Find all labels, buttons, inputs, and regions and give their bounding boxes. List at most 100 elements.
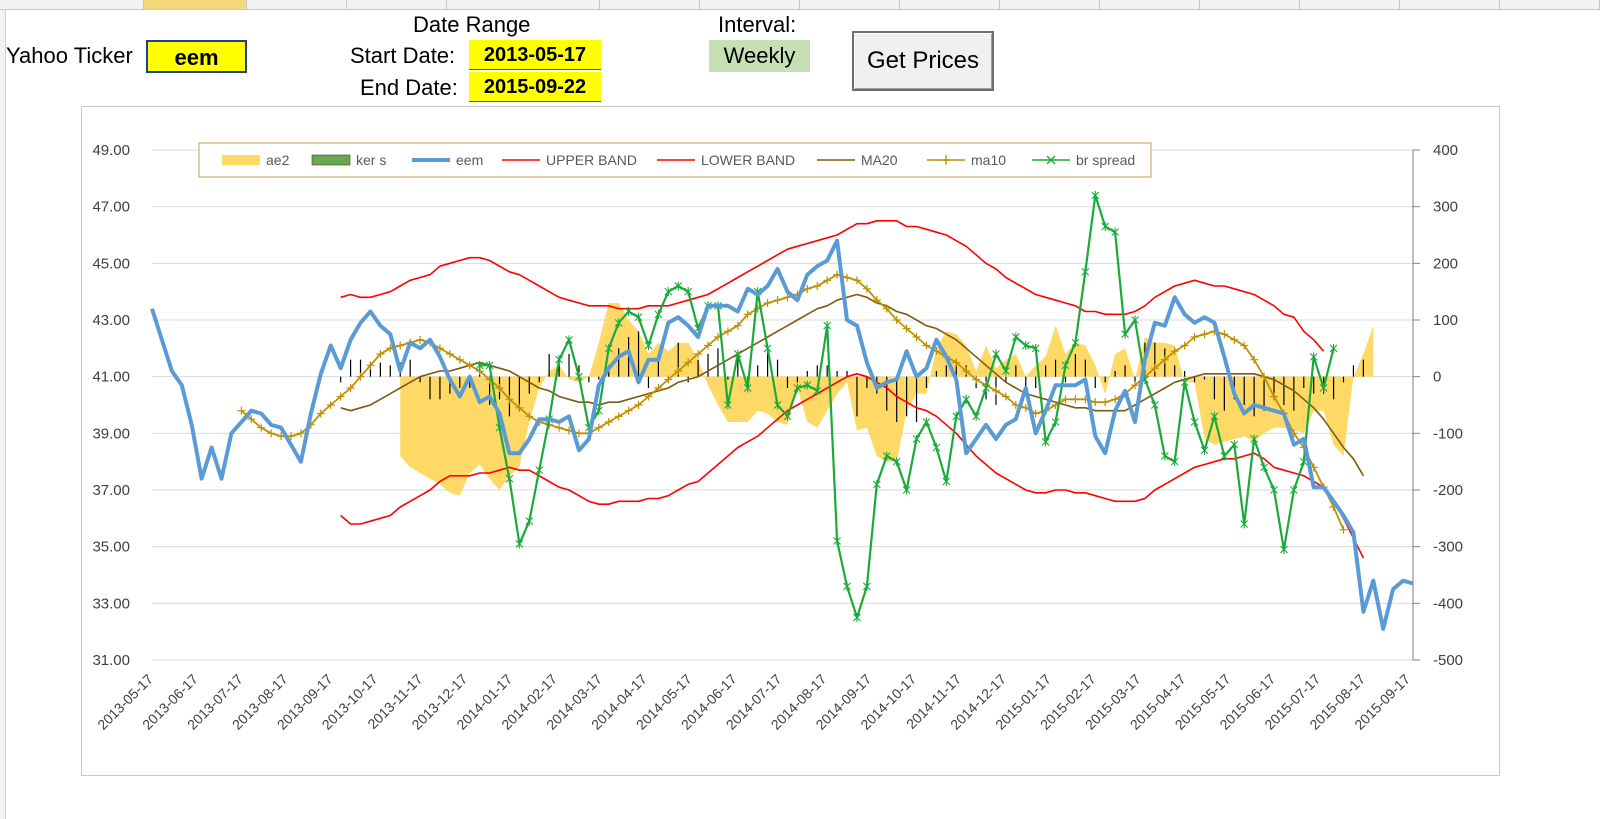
column-header-f[interactable] bbox=[600, 0, 700, 9]
br-spread-point bbox=[724, 400, 732, 410]
y-right-tick-label: 400 bbox=[1433, 142, 1458, 159]
br-spread-point bbox=[1041, 437, 1050, 447]
br-spread-point bbox=[763, 343, 772, 353]
ma10-point bbox=[852, 276, 861, 285]
legend-label: ker s bbox=[356, 152, 386, 168]
y-right-tick-label: -500 bbox=[1433, 652, 1463, 669]
br-spread-point bbox=[565, 335, 573, 345]
column-header-m[interactable] bbox=[1300, 0, 1400, 9]
ma10-point bbox=[991, 386, 1000, 395]
ma10-point bbox=[515, 403, 524, 412]
column-header-c[interactable] bbox=[247, 0, 347, 9]
column-header-a[interactable] bbox=[0, 0, 144, 9]
row-header-strip[interactable] bbox=[0, 10, 6, 819]
br-spread-point bbox=[902, 485, 911, 495]
ma10-point bbox=[396, 341, 405, 350]
column-header-l[interactable] bbox=[1200, 0, 1300, 9]
ma10-point bbox=[654, 384, 663, 392]
column-header-i[interactable] bbox=[900, 0, 1000, 9]
br-spread-point bbox=[1021, 341, 1030, 350]
chart-area[interactable]: 31.00 33.00 35.00 37.00 39.00 41.00 43.00 45.00… bbox=[81, 106, 1500, 776]
ma10-point bbox=[296, 429, 305, 438]
br-spread-point bbox=[535, 465, 544, 475]
column-header-d[interactable] bbox=[347, 0, 447, 9]
ma10-point bbox=[912, 333, 921, 341]
ma10-point bbox=[1230, 335, 1239, 344]
column-header-e[interactable] bbox=[447, 0, 600, 9]
br-spread-point bbox=[654, 309, 663, 319]
ma10-point bbox=[1160, 355, 1169, 364]
column-header-o[interactable] bbox=[1500, 0, 1600, 9]
column-header-k[interactable] bbox=[1100, 0, 1200, 9]
ma10-point bbox=[366, 361, 375, 370]
y-right-tick-label: 300 bbox=[1433, 199, 1458, 216]
br-spread-point bbox=[674, 281, 683, 291]
ma10-point bbox=[1170, 347, 1179, 356]
ma10-point bbox=[1101, 398, 1110, 407]
start-date-input[interactable]: 2013-05-17 bbox=[469, 40, 601, 70]
interval-label: Interval: bbox=[718, 12, 797, 37]
column-header-b[interactable] bbox=[144, 0, 247, 9]
ma10-point bbox=[1339, 525, 1348, 534]
ma10-point bbox=[773, 296, 782, 305]
legend-marker-star bbox=[1046, 155, 1056, 165]
br-spread-point bbox=[843, 581, 851, 591]
y-right-tick-label: 100 bbox=[1433, 312, 1458, 329]
ticker-input[interactable]: eem bbox=[146, 40, 247, 73]
interval-select[interactable]: Weekly bbox=[709, 40, 810, 72]
br-spread-point bbox=[823, 321, 832, 331]
y-right-tick-label: -400 bbox=[1433, 595, 1463, 612]
y-right-tick-label: -200 bbox=[1433, 482, 1463, 499]
column-header-n[interactable] bbox=[1400, 0, 1500, 9]
br-spread-point bbox=[1002, 366, 1010, 376]
br-spread-point bbox=[555, 355, 563, 365]
ma10-point bbox=[574, 429, 583, 438]
br-spread-point bbox=[1270, 485, 1278, 495]
get-prices-button[interactable]: Get Prices bbox=[852, 31, 994, 91]
br-spread-point bbox=[962, 394, 971, 404]
br-spread-point bbox=[1210, 411, 1219, 421]
column-header-j[interactable] bbox=[1000, 0, 1100, 9]
ma10-point bbox=[882, 304, 891, 313]
ma10-point bbox=[634, 401, 643, 409]
br-spread-point bbox=[1081, 267, 1090, 277]
br-spread-point bbox=[1250, 434, 1259, 444]
br-spread-point bbox=[783, 411, 792, 421]
br-spread-point bbox=[1230, 440, 1239, 450]
br-spread-point bbox=[912, 434, 921, 444]
br-spread-point bbox=[853, 613, 861, 622]
br-spread-point bbox=[684, 287, 693, 297]
column-header-h[interactable] bbox=[800, 0, 900, 9]
y-left-tick-label: 49.00 bbox=[92, 142, 130, 159]
ma10-point bbox=[972, 375, 981, 384]
price-chart[interactable]: 31.00 33.00 35.00 37.00 39.00 41.00 43.00 45.00… bbox=[82, 107, 1499, 775]
ma10-point bbox=[455, 355, 464, 364]
br-spread-point bbox=[833, 536, 841, 546]
legend-marker-plus bbox=[942, 155, 950, 165]
ma10-point bbox=[872, 296, 881, 305]
ma10-point bbox=[1190, 333, 1199, 341]
br-spread-point bbox=[515, 539, 524, 549]
legend-swatch-ker-s bbox=[311, 154, 351, 166]
column-header-g[interactable] bbox=[700, 0, 800, 9]
ma10-point bbox=[525, 412, 534, 421]
eem-line bbox=[150, 238, 1414, 631]
date-range-label: Date Range bbox=[413, 12, 531, 37]
legend[interactable]: ae2 ker s eem UPPER BAND LOWER BAND MA20 ma10 b… bbox=[198, 142, 1152, 178]
ma10-point bbox=[356, 372, 365, 381]
legend-swatch-ae2 bbox=[222, 155, 260, 165]
br-spread-point bbox=[743, 383, 752, 393]
end-date-input[interactable]: 2015-09-22 bbox=[469, 72, 601, 102]
column-header-strip[interactable] bbox=[0, 0, 1600, 10]
br-spread-point bbox=[485, 360, 494, 370]
y-left-tick-label: 43.00 bbox=[92, 312, 130, 329]
br-spread-point bbox=[644, 341, 653, 350]
br-spread-point bbox=[1061, 360, 1070, 370]
ma10-point bbox=[674, 367, 683, 375]
br-spread-point bbox=[892, 457, 901, 467]
br-spread-point bbox=[863, 581, 871, 591]
br-spread-point bbox=[1289, 485, 1298, 495]
ma10-point bbox=[1250, 355, 1259, 364]
y-right-tick-label: -300 bbox=[1433, 539, 1463, 556]
br-spread-point bbox=[575, 372, 583, 382]
